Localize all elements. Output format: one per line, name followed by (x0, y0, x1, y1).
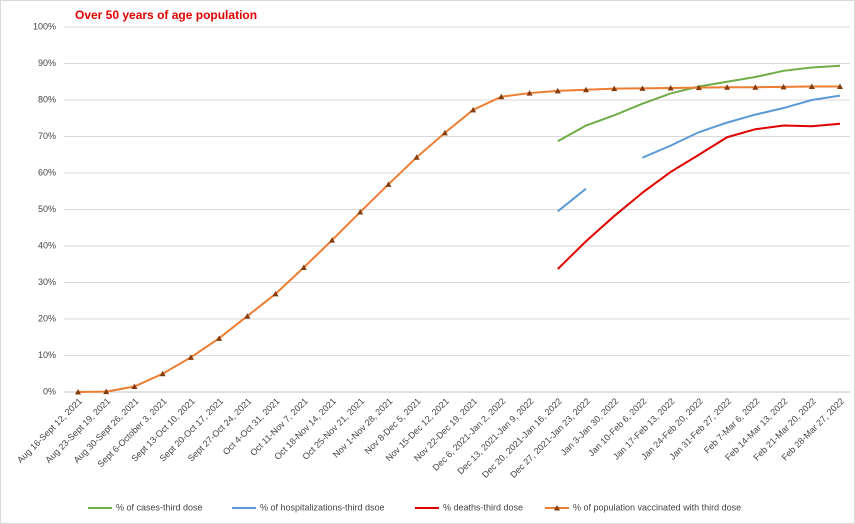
chart-title: Over 50 years of age population (75, 8, 257, 22)
data-point (159, 370, 166, 377)
data-point (611, 85, 618, 92)
data-point (329, 237, 335, 243)
data-point (837, 83, 843, 89)
y-tick-label: 0% (43, 386, 56, 396)
data-point (470, 106, 477, 113)
data-point (187, 354, 194, 360)
legend-marker (554, 505, 560, 511)
y-tick-label: 90% (38, 58, 56, 68)
data-point (131, 383, 138, 390)
data-point (554, 87, 561, 94)
data-point (724, 84, 731, 90)
y-tick-label: 70% (38, 131, 56, 141)
data-point (808, 83, 815, 89)
y-tick-label: 100% (33, 21, 56, 31)
y-tick-label: 50% (38, 204, 56, 214)
data-point (780, 83, 787, 90)
data-point (441, 129, 448, 136)
y-tick-label: 10% (38, 350, 56, 360)
data-point (526, 90, 533, 96)
data-point (272, 290, 279, 297)
series-line (77, 85, 840, 393)
y-tick-label: 80% (38, 94, 56, 104)
data-point (244, 313, 251, 319)
data-point (103, 388, 110, 395)
y-tick-label: 60% (38, 167, 56, 177)
data-point (667, 84, 674, 91)
legend-label: % of population vaccinated with third do… (573, 502, 741, 512)
legend-label: % of hospitalizations-third dsoe (260, 502, 385, 512)
data-point (498, 93, 505, 100)
data-point (413, 154, 420, 160)
data-point (385, 181, 392, 187)
series-line (557, 94, 841, 213)
y-tick-label: 20% (38, 313, 56, 323)
y-tick-label: 40% (38, 240, 56, 250)
data-point (752, 84, 759, 90)
y-tick-label: 30% (38, 277, 56, 287)
data-point (216, 335, 223, 341)
legend-label: % of cases-third dose (116, 502, 203, 512)
legend-label: % deaths-third dose (443, 502, 523, 512)
data-point (300, 264, 307, 271)
data-point (639, 85, 646, 91)
data-point (357, 209, 364, 215)
data-point (75, 389, 81, 395)
series-line (557, 122, 841, 270)
data-point (695, 84, 702, 91)
data-point (583, 86, 589, 93)
